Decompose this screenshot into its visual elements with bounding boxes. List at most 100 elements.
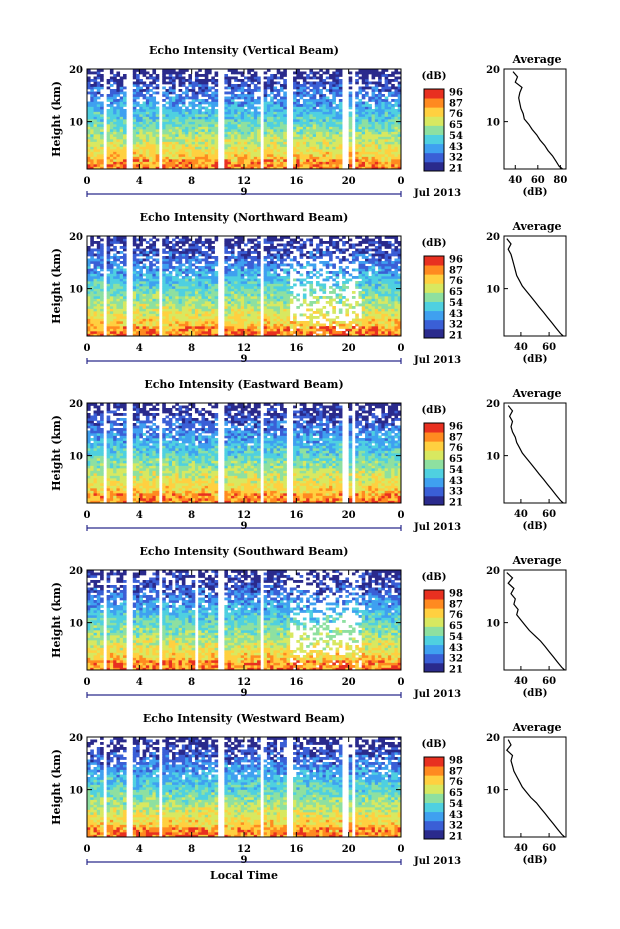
heatmap-cell [338, 99, 343, 102]
heatmap-cell [136, 111, 140, 115]
heatmap-cell [250, 261, 255, 264]
heatmap-cell [155, 146, 160, 150]
heatmap-cell [185, 301, 189, 304]
heatmap-cell [175, 326, 179, 329]
heatmap-cell [100, 151, 104, 155]
heatmap-cell [283, 104, 287, 107]
heatmap-cell [211, 149, 215, 152]
heatmap-cell [283, 278, 287, 282]
heatmap-cell [122, 288, 127, 292]
heatmap-cell [152, 263, 157, 267]
heatmap-cell [188, 316, 193, 319]
heatmap-cell [194, 266, 199, 269]
heatmap-cell [132, 76, 137, 80]
heatmap-cell [96, 286, 101, 289]
heatmap-cell [365, 81, 369, 85]
heatmap-cell [168, 241, 173, 244]
heatmap-cell [214, 326, 219, 329]
heatmap-cell [132, 96, 137, 100]
heatmap-cell [201, 313, 206, 317]
heatmap-cell [296, 89, 300, 92]
heatmap-cell [263, 258, 268, 262]
heatmap-cell [87, 333, 91, 337]
heatmap-cell [142, 131, 147, 135]
heatmap-cell [240, 96, 245, 100]
heatmap-cell [237, 116, 242, 120]
heatmap-cell [119, 89, 124, 92]
heatmap-cell [122, 104, 127, 107]
heatmap-cell [387, 104, 392, 107]
heatmap-cell [234, 236, 238, 239]
heatmap-cell [201, 326, 206, 329]
heatmap-cell [319, 166, 323, 170]
heatmap-cell [100, 291, 104, 294]
heatmap-cell [198, 161, 202, 165]
heatmap-cell [204, 134, 209, 137]
heatmap-cell [172, 154, 176, 157]
heatmap-cell [136, 283, 140, 287]
heatmap-cell [162, 238, 166, 242]
heatmap-cell [87, 136, 91, 140]
heatmap-cell [201, 331, 206, 334]
heatmap-cell [191, 136, 196, 140]
heatmap-cell [391, 94, 395, 97]
heatmap-cell [368, 134, 372, 137]
heatmap-cell [162, 106, 166, 110]
heatmap-cell [257, 136, 261, 140]
heatmap-cell [188, 119, 193, 122]
heatmap-cell [132, 266, 137, 269]
heatmap-cell [119, 283, 124, 287]
heatmap-cell [185, 238, 189, 242]
heatmap-cell [253, 266, 258, 269]
heatmap-cell [338, 164, 343, 167]
heatmap-cell [165, 236, 170, 239]
heatmap-cell [113, 161, 117, 165]
heatmap-cell [335, 86, 340, 90]
heatmap-cell [387, 134, 392, 137]
heatmap-cell [227, 139, 232, 142]
heatmap-cell [266, 283, 271, 287]
heatmap-cell [214, 291, 219, 294]
heatmap-cell [201, 111, 206, 115]
heatmap-cell [244, 109, 248, 112]
heatmap-cell [139, 248, 143, 252]
heatmap-cell [100, 293, 104, 297]
heatmap-cell [240, 273, 245, 277]
heatmap-cell [211, 116, 215, 120]
heatmap-cell [172, 321, 176, 324]
heatmap-cell [279, 149, 284, 152]
heatmap-cell [266, 248, 271, 252]
heatmap-cell [100, 303, 104, 307]
heatmap-cell [208, 241, 212, 244]
heatmap-cell [250, 313, 255, 317]
heatmap-cell [149, 291, 153, 294]
heatmap-cell [276, 91, 281, 95]
heatmap-cell [142, 74, 147, 77]
heatmap-cell [90, 321, 94, 324]
heatmap-cell [96, 256, 101, 259]
heatmap-cell [240, 74, 245, 77]
heatmap-cell [266, 288, 271, 292]
heatmap-cell [198, 126, 202, 130]
heatmap-cell [175, 139, 179, 142]
heatmap-cell [214, 81, 219, 85]
heatmap-cell [106, 156, 111, 160]
heatmap-cell [306, 154, 310, 157]
heatmap-cell [119, 121, 124, 125]
heatmap-cell [387, 106, 392, 110]
heatmap-cell [106, 283, 111, 287]
heatmap-cell [322, 141, 327, 145]
heatmap-cell [208, 288, 212, 292]
heatmap-cell [296, 114, 300, 117]
heatmap-cell [325, 139, 330, 142]
heatmap-cell [109, 79, 114, 82]
heatmap-cell [185, 146, 189, 150]
heatmap-cell [257, 323, 261, 327]
heatmap-cell [270, 248, 274, 252]
heatmap-cell [391, 111, 395, 115]
heatmap-cell [178, 313, 183, 317]
profile-frame [503, 68, 567, 170]
heatmap-cell [136, 126, 140, 130]
heatmap-cell [244, 263, 248, 267]
heatmap-cell [194, 318, 199, 322]
